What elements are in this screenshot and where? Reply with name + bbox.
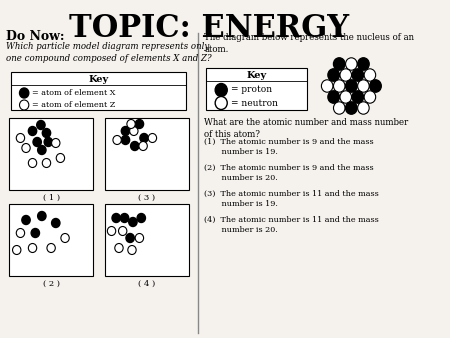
Circle shape [148, 134, 157, 143]
Text: ( 2 ): ( 2 ) [43, 280, 59, 288]
Circle shape [122, 136, 130, 145]
Circle shape [37, 121, 45, 129]
Circle shape [108, 226, 116, 236]
Circle shape [358, 102, 369, 114]
Circle shape [126, 234, 134, 242]
Circle shape [130, 126, 138, 136]
Text: ( 3 ): ( 3 ) [138, 194, 155, 202]
Circle shape [61, 234, 69, 242]
Text: Do Now:: Do Now: [5, 30, 64, 43]
Bar [9, 204, 93, 276]
Circle shape [42, 128, 51, 138]
Circle shape [115, 243, 123, 252]
Circle shape [13, 245, 21, 255]
Circle shape [19, 100, 29, 110]
Bar [11, 72, 186, 110]
Circle shape [16, 228, 25, 238]
Circle shape [33, 138, 41, 146]
Text: = proton: = proton [230, 86, 272, 95]
Circle shape [113, 136, 122, 145]
Text: = neutron: = neutron [230, 98, 278, 107]
Circle shape [22, 216, 30, 224]
Bar [207, 68, 307, 110]
Circle shape [122, 126, 130, 136]
Circle shape [16, 134, 25, 143]
Circle shape [42, 159, 51, 168]
Circle shape [370, 80, 381, 92]
Circle shape [346, 102, 357, 114]
Circle shape [19, 88, 29, 98]
Text: Key: Key [89, 75, 108, 84]
Circle shape [28, 159, 37, 168]
Circle shape [127, 120, 135, 128]
Circle shape [333, 80, 345, 92]
Circle shape [346, 80, 357, 92]
Circle shape [56, 153, 65, 163]
Bar [105, 204, 189, 276]
Text: (2)  The atomic number is 9 and the mass
       number is 20.: (2) The atomic number is 9 and the mass … [204, 164, 374, 182]
Circle shape [215, 83, 227, 97]
Text: (3)  The atomic number is 11 and the mass
       number is 19.: (3) The atomic number is 11 and the mass… [204, 190, 379, 208]
Circle shape [140, 134, 148, 143]
Text: TOPIC: ENERGY: TOPIC: ENERGY [69, 13, 349, 44]
Circle shape [321, 80, 333, 92]
Circle shape [112, 214, 120, 222]
Circle shape [129, 217, 137, 226]
Circle shape [346, 58, 357, 70]
Text: ( 4 ): ( 4 ) [138, 280, 156, 288]
Circle shape [358, 58, 369, 70]
Circle shape [47, 243, 55, 252]
Circle shape [118, 226, 127, 236]
Circle shape [130, 142, 139, 150]
Circle shape [28, 243, 37, 252]
Circle shape [28, 126, 37, 136]
Circle shape [328, 69, 339, 81]
Text: The diagram below represents the nucleus of an
atom.: The diagram below represents the nucleus… [204, 33, 414, 54]
Circle shape [340, 69, 351, 81]
Text: = atom of element Z: = atom of element Z [32, 101, 115, 109]
Circle shape [137, 214, 145, 222]
Circle shape [352, 69, 364, 81]
Text: (1)  The atomic number is 9 and the mass
       number is 19.: (1) The atomic number is 9 and the mass … [204, 138, 374, 156]
Circle shape [44, 138, 53, 146]
Circle shape [128, 245, 136, 255]
Text: ( 1 ): ( 1 ) [43, 194, 60, 202]
Circle shape [38, 212, 46, 220]
Circle shape [215, 97, 227, 110]
Circle shape [358, 80, 369, 92]
Circle shape [135, 120, 144, 128]
Circle shape [120, 214, 129, 222]
Text: = atom of element X: = atom of element X [32, 89, 115, 97]
Text: What are the atomic number and mass number
of this atom?: What are the atomic number and mass numb… [204, 118, 409, 139]
Circle shape [364, 91, 376, 103]
Circle shape [52, 218, 60, 227]
Circle shape [52, 139, 60, 147]
Circle shape [364, 69, 376, 81]
Circle shape [31, 228, 40, 238]
Circle shape [333, 58, 345, 70]
Circle shape [38, 145, 46, 154]
Circle shape [352, 91, 364, 103]
Text: (4)  The atomic number is 11 and the mass
       number is 20.: (4) The atomic number is 11 and the mass… [204, 216, 379, 234]
Circle shape [333, 102, 345, 114]
Circle shape [135, 234, 144, 242]
Circle shape [340, 91, 351, 103]
Bar [105, 118, 189, 190]
Bar [9, 118, 93, 190]
Circle shape [139, 142, 147, 150]
Text: Which particle model diagram represents only
one compound composed of elements X: Which particle model diagram represents … [5, 42, 211, 63]
Circle shape [22, 144, 30, 152]
Text: Key: Key [247, 71, 266, 80]
Circle shape [328, 91, 339, 103]
